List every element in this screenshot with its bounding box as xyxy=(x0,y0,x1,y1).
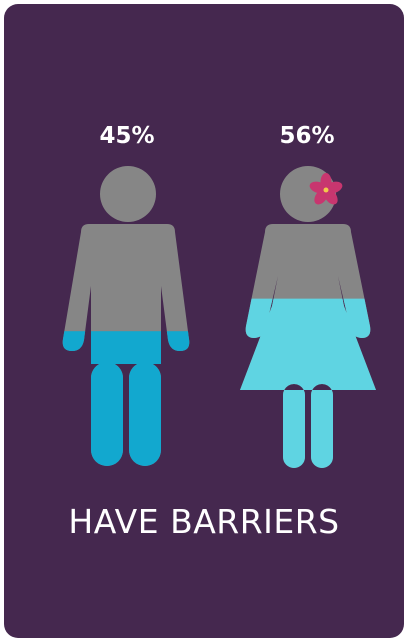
woman-figure xyxy=(240,166,376,468)
man-figure xyxy=(62,166,190,466)
chart-caption: HAVE BARRIERS xyxy=(68,502,340,541)
woman-value-fill xyxy=(240,298,376,468)
pictograph-svg xyxy=(62,166,376,468)
flower-icon xyxy=(309,173,343,205)
infographic-card: 45% 56% HAVE BARRIERS xyxy=(4,4,404,638)
women-percentage-label: 56% xyxy=(279,123,335,149)
man-value-fill xyxy=(62,331,190,466)
men-percentage-label: 45% xyxy=(99,123,155,149)
